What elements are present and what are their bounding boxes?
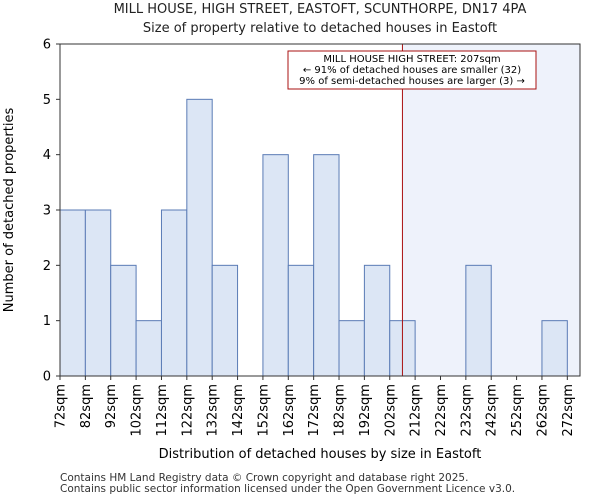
footer-line-2: Contains public sector information licen… bbox=[60, 483, 516, 495]
chart-title: MILL HOUSE, HIGH STREET, EASTOFT, SCUNTH… bbox=[0, 0, 600, 38]
bar-192-202 bbox=[363, 264, 391, 377]
bar-232-242 bbox=[465, 264, 492, 377]
x-tick-label: 202sqm bbox=[383, 384, 398, 437]
x-tick-label: 152sqm bbox=[256, 384, 271, 437]
annotation-line-3: 9% of semi-detached houses are larger (3… bbox=[299, 76, 525, 87]
bar-92-102 bbox=[110, 264, 137, 377]
annotation-line-1: MILL HOUSE HIGH STREET: 207sqm bbox=[323, 54, 500, 65]
footer-line-1: Contains HM Land Registry data © Crown c… bbox=[60, 472, 469, 484]
bar-182-192 bbox=[338, 320, 365, 377]
y-tick-label: 2 bbox=[43, 259, 51, 274]
x-tick-label: 112sqm bbox=[155, 384, 170, 437]
bar-112-122 bbox=[160, 209, 188, 377]
annotation-line-2: ← 91% of detached houses are smaller (32… bbox=[303, 65, 521, 76]
bar-132-142 bbox=[211, 264, 239, 377]
y-tick-label: 4 bbox=[43, 148, 51, 163]
bars-group bbox=[59, 98, 568, 377]
footer: Contains HM Land Registry data © Crown c… bbox=[60, 473, 515, 495]
x-tick-label: 272sqm bbox=[561, 384, 576, 437]
title-line-1: MILL HOUSE, HIGH STREET, EASTOFT, SCUNTH… bbox=[113, 2, 527, 17]
x-tick-label: 162sqm bbox=[282, 384, 297, 437]
y-tick-label: 5 bbox=[43, 93, 51, 108]
y-tick-label: 3 bbox=[43, 204, 51, 219]
x-axis-label: Distribution of detached houses by size … bbox=[159, 447, 482, 462]
x-tick-label: 72sqm bbox=[54, 384, 69, 428]
bar-72-82 bbox=[59, 209, 86, 377]
title-line-2: Size of property relative to detached ho… bbox=[142, 21, 498, 36]
x-tick-label: 252sqm bbox=[510, 384, 525, 437]
x-tick-label: 102sqm bbox=[130, 384, 145, 437]
y-tick-label: 1 bbox=[43, 314, 51, 329]
x-tick-label: 92sqm bbox=[104, 384, 119, 428]
x-tick-label: 242sqm bbox=[485, 384, 500, 437]
bar-102-112 bbox=[135, 320, 162, 377]
x-tick-label: 212sqm bbox=[409, 384, 424, 437]
annotation-box: MILL HOUSE HIGH STREET: 207sqm ← 91% of … bbox=[287, 50, 537, 90]
bar-152-162 bbox=[262, 154, 289, 377]
y-tick-label: 6 bbox=[43, 38, 51, 53]
bar-162-172 bbox=[287, 264, 315, 377]
bar-122-132 bbox=[186, 98, 213, 377]
y-axis-label: Number of detached properties bbox=[2, 108, 17, 313]
x-tick-label: 222sqm bbox=[434, 384, 449, 437]
y-tick-label: 0 bbox=[43, 370, 51, 385]
x-tick-label: 82sqm bbox=[79, 384, 94, 428]
x-tick-label: 122sqm bbox=[180, 384, 195, 437]
x-tick-label: 232sqm bbox=[459, 384, 474, 437]
x-tick-label: 262sqm bbox=[535, 384, 550, 437]
histogram-chart: 0 1 2 3 4 5 6 72sqm 82sqm 92sqm 102sqm 112sqm 122sq… bbox=[2, 38, 581, 462]
x-tick-label: 182sqm bbox=[333, 384, 348, 437]
bar-262-272 bbox=[541, 320, 568, 377]
y-axis: 0 1 2 3 4 5 6 bbox=[43, 38, 60, 385]
x-axis: 72sqm 82sqm 92sqm 102sqm 112sqm 122sqm 132sqm 1… bbox=[54, 376, 576, 437]
x-tick-label: 132sqm bbox=[206, 384, 221, 437]
bar-172-182 bbox=[313, 154, 340, 377]
x-tick-label: 142sqm bbox=[231, 384, 246, 437]
x-tick-label: 192sqm bbox=[358, 384, 373, 437]
annotation-border bbox=[287, 50, 537, 90]
bar-82-92 bbox=[84, 209, 112, 377]
x-tick-label: 172sqm bbox=[307, 384, 322, 437]
